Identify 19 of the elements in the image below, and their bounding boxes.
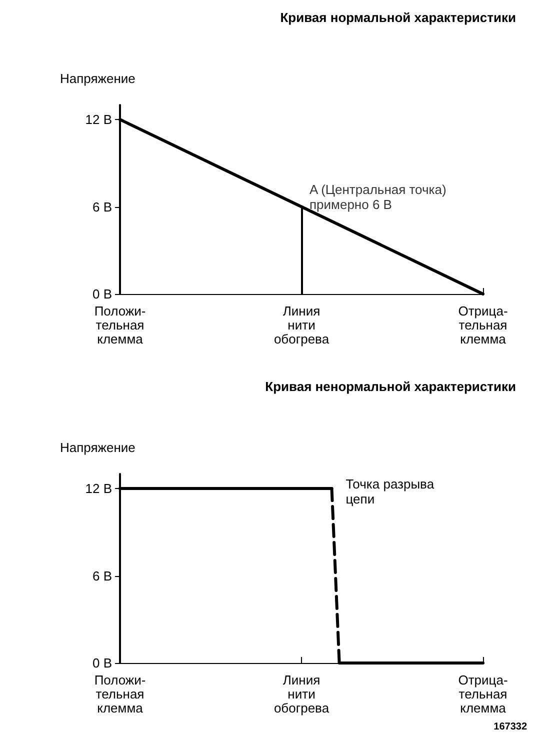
x-tick-label: Отрица- тельная клемма [458, 672, 508, 716]
y-axis-title: Напряжение [60, 440, 136, 455]
y-tick-label: 12 В [85, 112, 112, 128]
chart-title: Кривая ненормальной характеристики [265, 379, 516, 394]
y-tick-label: 0 В [92, 286, 112, 302]
x-tick-label: Линия нити обогрева [274, 672, 330, 716]
y-tick-label: 0 В [92, 656, 112, 670]
chart-title: Кривая нормальной характеристики [280, 10, 516, 25]
annotation: A (Центральная точка) примерно 6 В [310, 182, 446, 212]
y-tick-label: 6 В [92, 568, 112, 584]
y-tick-label: 12 В [85, 481, 112, 496]
y-axis-title: Напряжение [60, 71, 136, 86]
y-tick-label: 6 В [92, 199, 112, 214]
x-tick-label: Линия нити обогрева [274, 304, 330, 346]
x-tick-label: Положи- тельная клемма [94, 304, 146, 346]
text: 167332 [494, 722, 528, 732]
x-tick-label: Отрица- тельная клемма [458, 304, 508, 346]
annotation: Точка разрыва цепи [346, 476, 435, 507]
x-tick-label: Положи- тельная клемма [94, 672, 146, 716]
